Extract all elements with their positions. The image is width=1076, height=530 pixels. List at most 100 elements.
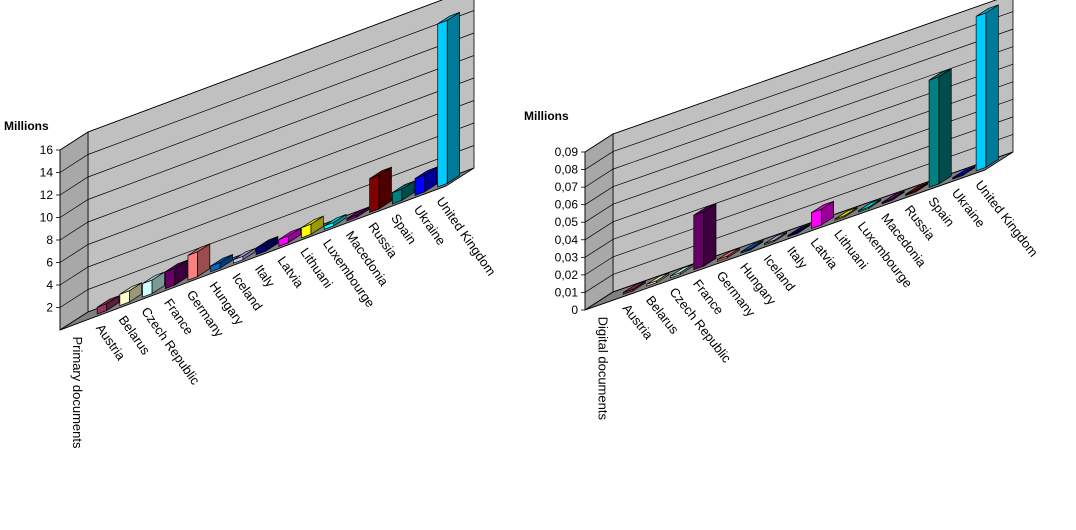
bar-top — [811, 200, 834, 213]
bar-lithuani — [301, 215, 324, 239]
gridline — [59, 55, 475, 218]
bar-top — [301, 215, 324, 229]
x-category-label: Italy — [252, 262, 278, 291]
series-label: Digital documents — [595, 317, 610, 421]
bar-top — [392, 180, 415, 193]
bar-top — [952, 166, 975, 179]
y-tick-label: 0,02 — [555, 268, 579, 282]
gridline — [59, 0, 443, 151]
bar-top — [119, 282, 142, 295]
gridline — [584, 0, 997, 153]
bar-macedonia — [881, 190, 905, 205]
bar-front — [369, 174, 380, 213]
bar-top — [142, 271, 165, 284]
gridline — [584, 81, 1014, 241]
bar-italy — [787, 223, 811, 238]
bar-russia — [905, 182, 929, 197]
bar-top — [881, 190, 905, 203]
x-axis-line — [584, 169, 986, 311]
bar-top — [414, 166, 438, 179]
bar-top — [905, 182, 928, 195]
bar-italy — [255, 235, 279, 256]
gridline — [59, 77, 475, 241]
bar-side — [938, 68, 952, 185]
bar-top — [437, 12, 460, 25]
y-tick-label: 0,05 — [555, 215, 579, 229]
bar-latvia — [811, 200, 834, 229]
gridline — [584, 134, 1014, 293]
bar-front — [693, 211, 705, 271]
bar-hungary — [740, 239, 764, 254]
gridline — [584, 151, 1014, 311]
bar-side — [985, 4, 999, 168]
bar-top — [975, 4, 999, 17]
gridline — [584, 28, 1014, 188]
bar-top — [187, 243, 210, 256]
bar-iceland — [233, 247, 256, 264]
gridline — [584, 63, 1014, 223]
y-tick-label: 0,03 — [555, 250, 579, 264]
y-tick-label: 0,08 — [555, 163, 579, 177]
bar-front — [928, 76, 940, 188]
bar-side — [446, 11, 460, 185]
y-tick-label: 0,06 — [555, 198, 579, 212]
digital-documents-chart: Millions 0 0,01 0,02 0,03 0,04 0,05 0,06 0,07 0,… — [524, 0, 1041, 420]
bar-austria — [96, 295, 120, 315]
bar-czech-republic — [142, 271, 165, 298]
bar-top — [646, 272, 670, 285]
y-tick-label: 0,09 — [555, 145, 579, 159]
y-axis-label: Millions — [524, 109, 569, 123]
bar-united-kingdom — [437, 11, 460, 188]
series-label: Primary documents — [70, 336, 85, 448]
y-tick-label: 16 — [40, 143, 54, 157]
gridline — [584, 99, 1014, 258]
gridline — [584, 11, 1014, 170]
bar-spain — [928, 68, 952, 188]
bar-top — [717, 247, 740, 260]
y-tick-label: 0,07 — [555, 180, 579, 194]
bar-ukraine — [952, 165, 976, 180]
bar-latvia — [278, 227, 301, 247]
bar-russia — [369, 166, 392, 213]
bar-austria — [622, 280, 646, 295]
y-axis-label: Millions — [4, 119, 49, 133]
bar-top — [740, 240, 764, 253]
y-tick-label: 8 — [46, 233, 53, 247]
bar-top — [278, 227, 301, 240]
bar-top — [787, 223, 811, 236]
x-axis-line — [59, 185, 447, 331]
gridline — [59, 145, 475, 308]
bar-top — [255, 236, 279, 249]
y-tick-label: 0 — [571, 303, 578, 317]
bar-top — [623, 280, 646, 293]
gridline — [59, 100, 475, 263]
bar-luxembourge — [858, 198, 882, 213]
bar-top — [928, 68, 952, 81]
bar-iceland — [764, 231, 787, 246]
gridline — [59, 10, 475, 173]
bar-front — [975, 12, 987, 172]
bar-czech-republic — [669, 264, 693, 279]
gridline — [59, 32, 475, 196]
bar-top — [96, 295, 120, 308]
bar-top — [346, 206, 369, 219]
bar-front — [187, 251, 198, 281]
bar-top — [165, 259, 188, 273]
bar-france — [693, 203, 717, 271]
y-tick-label: 0,01 — [555, 285, 579, 299]
bar-ukraine — [414, 166, 438, 196]
y-tick-label: 10 — [40, 211, 54, 225]
bar-top — [834, 207, 858, 220]
y-tick-label: 12 — [40, 188, 54, 202]
y-tick-label: 4 — [46, 278, 53, 292]
y-tick-label: 0,04 — [555, 233, 579, 247]
bar-lithuani — [834, 206, 858, 221]
bar-belarus — [119, 282, 143, 307]
bar-top — [764, 232, 787, 245]
bar-top — [670, 264, 693, 277]
bar-france — [164, 259, 188, 290]
bar-top — [324, 214, 347, 227]
gridline — [59, 122, 475, 286]
